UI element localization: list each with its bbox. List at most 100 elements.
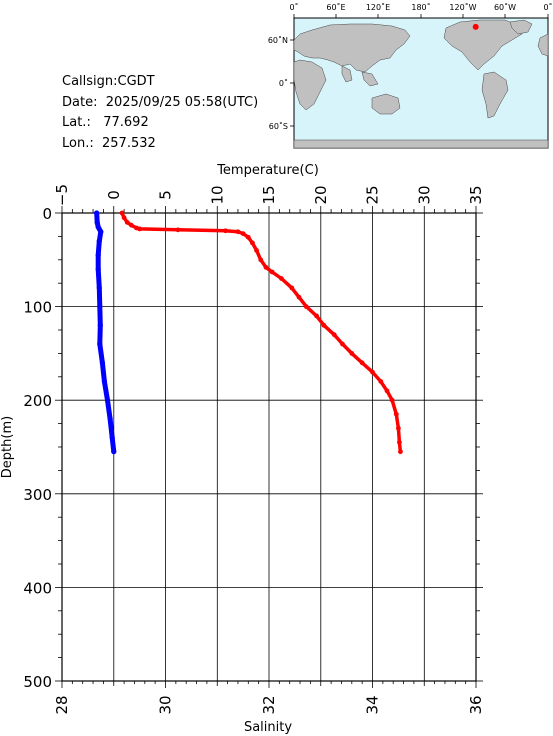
grid (61, 212, 477, 682)
date-label: Date: (62, 94, 98, 110)
temperature-data-point (121, 215, 127, 221)
station-info: Callsign:CGDT Date: 2025/09/25 05:58(UTC… (62, 72, 258, 154)
depth-tick-label: 400 (23, 579, 52, 597)
temperature-tick-label: 0 (105, 190, 123, 200)
temperature-axis-title: Temperature(C) (216, 163, 319, 178)
map-lon-label: 0˚ (543, 2, 552, 12)
temperature-data-point (175, 227, 181, 233)
salinity-data-point (98, 229, 104, 235)
temperature-profile-line (120, 211, 403, 454)
salinity-axis-title: Salinity (244, 720, 292, 735)
temperature-data-point (258, 257, 264, 263)
temperature-data-point (250, 240, 255, 246)
map-land (293, 19, 549, 149)
callsign-text: Callsign:CGDT (62, 74, 155, 89)
salinity-profile-line (94, 210, 117, 455)
salinity-data-point (94, 210, 100, 216)
temperature-data-point (378, 379, 384, 384)
temperature-data-point (397, 439, 402, 445)
salinity-tick-label: 36 (467, 695, 485, 714)
temperature-tick-label: 25 (364, 185, 382, 204)
temperature-data-point (254, 248, 259, 253)
temperature-data-point (119, 210, 125, 216)
location-map: 0˚ 60˚E 120˚E 180˚ 120˚W 60˚W 0˚ 60˚N 0˚ 60˚S (268, 2, 553, 149)
salinity-data-point (109, 435, 115, 441)
map-lon-label: 120˚E (366, 2, 390, 12)
temperature-tick-label: 35 (467, 185, 485, 204)
lat-row: Lat.: 77.692 (62, 113, 258, 134)
map-lon-label: 120˚W (449, 2, 476, 12)
temperature-data-point (331, 332, 337, 338)
map-lat-label: 0˚ (279, 78, 288, 88)
map-lon-label: 60˚E (326, 2, 345, 12)
depth-tick-label: 300 (23, 486, 52, 504)
temperature-tick-label: 20 (312, 185, 330, 204)
station-marker (472, 23, 479, 30)
temperature-data-point (235, 229, 241, 235)
map-lon-label: 180˚ (411, 2, 430, 12)
lon-label: Lon.: (62, 135, 94, 151)
temperature-data-point (398, 449, 403, 455)
temperature-tick-label: 5 (157, 190, 175, 200)
salinity-data-point (95, 266, 101, 272)
salinity-data-point (104, 397, 111, 403)
map-longitude-labels: 0˚ 60˚E 120˚E 180˚ 120˚W 60˚W 0˚ (289, 2, 552, 12)
temperature-tick-label: −5 (53, 184, 71, 206)
lat-value: 77.692 (103, 115, 149, 130)
depth-tick-label: 200 (23, 392, 52, 410)
temperature-data-point (223, 228, 228, 234)
salinity-data-point (101, 378, 108, 385)
temperature-data-point (393, 411, 399, 417)
salinity-tick-labels: 28 30 32 34 36 (53, 695, 485, 714)
salinity-data-point (96, 238, 102, 244)
depth-axis-title: Depth(m) (0, 416, 15, 478)
lon-row: Lon.: 257.532 (62, 134, 258, 155)
temperature-data-point (137, 226, 143, 232)
temperature-data-point (359, 360, 365, 366)
date-value: 2025/09/25 05:58(UTC) (105, 94, 259, 110)
salinity-data-point (94, 219, 100, 225)
map-lon-label: 0˚ (289, 2, 298, 12)
temperature-data-point (124, 219, 130, 225)
map-lat-label: 60˚N (268, 35, 288, 45)
salinity-data-point (96, 285, 102, 291)
salinity-data-point (107, 416, 113, 422)
temperature-data-point (370, 369, 375, 375)
temperature-data-point (245, 234, 251, 240)
map-ticks (290, 14, 549, 127)
salinity-data-point (99, 360, 105, 366)
salinity-tick-label: 28 (53, 695, 71, 714)
temperature-data-point (321, 322, 327, 328)
temperature-data-point (314, 313, 320, 319)
temperature-data-point (303, 304, 309, 309)
temperature-data-point (384, 388, 390, 394)
date-row: Date: 2025/09/25 05:58(UTC) (62, 93, 258, 114)
temperature-tick-label: 15 (260, 185, 278, 204)
temperature-data-point (289, 285, 295, 291)
temperature-data-point (128, 222, 134, 228)
axis-ticks (55, 206, 483, 688)
salinity-data-point (95, 252, 101, 258)
salinity-data-point (95, 224, 101, 230)
data-series (94, 210, 403, 455)
salinity-data-point (97, 341, 103, 347)
salinity-tick-label: 32 (260, 695, 278, 714)
depth-tick-labels: 0 100 200 300 400 500 (23, 205, 52, 691)
salinity-data-point (97, 304, 103, 310)
temperature-data-point (279, 276, 284, 281)
depth-tick-label: 500 (23, 673, 52, 691)
temperature-data-point (340, 341, 345, 347)
map-lon-label: 60˚W (494, 2, 516, 12)
temperature-data-point (240, 231, 246, 236)
temperature-data-point (263, 264, 269, 270)
salinity-tick-label: 30 (157, 695, 175, 714)
salinity-data-point (111, 449, 117, 455)
temperature-data-point (296, 294, 302, 300)
temperature-tick-labels: −5 0 5 10 15 20 25 30 35 (53, 184, 485, 206)
temperature-data-point (269, 269, 275, 275)
lon-value: 257.532 (102, 135, 156, 151)
salinity-tick-label: 34 (364, 695, 382, 714)
map-lat-label: 60˚S (269, 121, 288, 131)
temperature-data-point (395, 425, 401, 431)
